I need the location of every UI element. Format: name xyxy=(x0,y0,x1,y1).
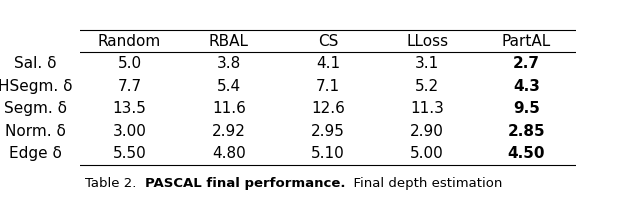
Text: Final depth estimation: Final depth estimation xyxy=(346,177,502,190)
Text: Table 2.: Table 2. xyxy=(85,177,145,190)
Text: PASCAL final performance.: PASCAL final performance. xyxy=(145,177,346,190)
Text: PASCAL final performance.: PASCAL final performance. xyxy=(145,177,346,190)
Text: Table 2.: Table 2. xyxy=(85,177,145,190)
